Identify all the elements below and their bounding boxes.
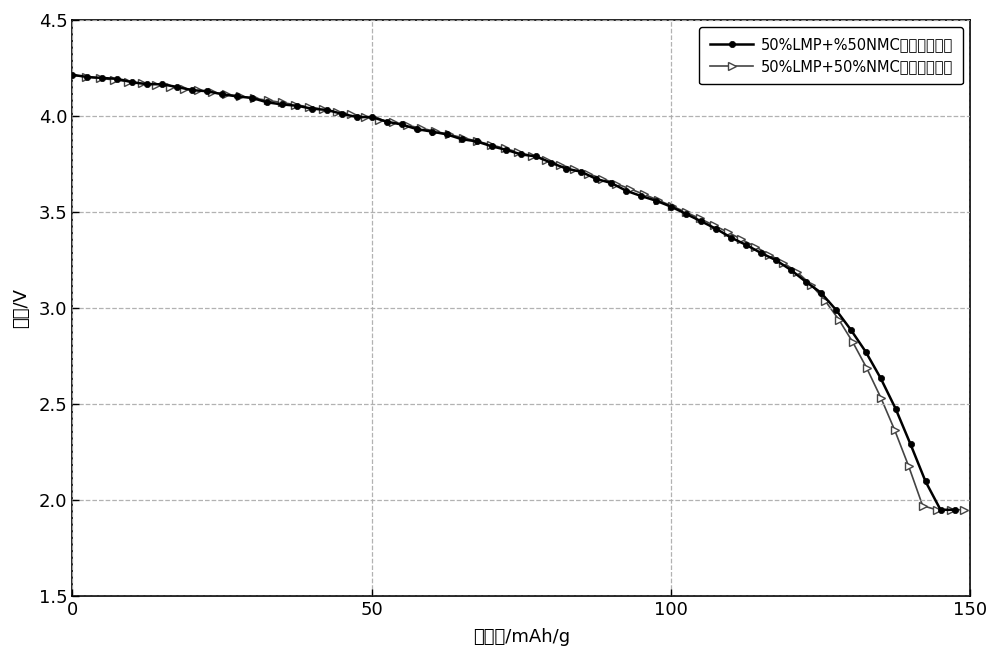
Line: 50%LMP+50%NMC拟合数据曲线: 50%LMP+50%NMC拟合数据曲线: [69, 72, 968, 514]
Y-axis label: 电压/V: 电压/V: [12, 288, 30, 328]
50%LMP+%50NMC实验数据曲线: [351, 113, 363, 121]
50%LMP+%50NMC实验数据曲线: [935, 506, 947, 514]
50%LMP+50%NMC拟合数据曲线: [66, 71, 78, 79]
50%LMP+%50NMC实验数据曲线: [620, 187, 632, 195]
50%LMP+%50NMC实验数据曲线: [321, 106, 333, 114]
50%LMP+50%NMC拟合数据曲线: [526, 152, 538, 160]
50%LMP+50%NMC拟合数据曲线: [917, 502, 929, 510]
50%LMP+50%NMC拟合数据曲线: [958, 506, 970, 514]
50%LMP+%50NMC实验数据曲线: [216, 90, 228, 98]
Legend: 50%LMP+%50NMC实验数据曲线, 50%LMP+50%NMC拟合数据曲线: 50%LMP+%50NMC实验数据曲线, 50%LMP+50%NMC拟合数据曲线: [699, 27, 963, 84]
50%LMP+%50NMC实验数据曲线: [291, 102, 303, 110]
50%LMP+50%NMC拟合数据曲线: [931, 506, 943, 514]
50%LMP+50%NMC拟合数据曲线: [276, 99, 288, 107]
50%LMP+%50NMC实验数据曲线: [366, 113, 378, 121]
X-axis label: 比容量/mAh/g: 比容量/mAh/g: [473, 628, 570, 645]
Line: 50%LMP+%50NMC实验数据曲线: 50%LMP+%50NMC实验数据曲线: [69, 72, 959, 513]
50%LMP+50%NMC拟合数据曲线: [833, 316, 845, 324]
50%LMP+50%NMC拟合数据曲线: [443, 130, 455, 138]
50%LMP+50%NMC拟合数据曲线: [331, 108, 343, 116]
50%LMP+%50NMC实验数据曲线: [949, 506, 961, 514]
50%LMP+%50NMC实验数据曲线: [66, 71, 78, 79]
